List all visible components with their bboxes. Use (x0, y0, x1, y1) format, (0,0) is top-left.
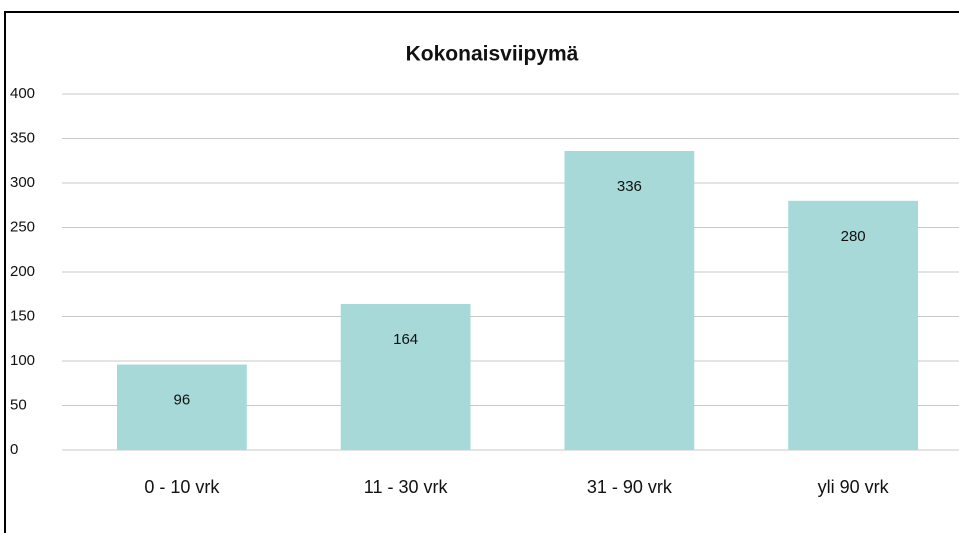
y-tick-label: 350 (10, 129, 35, 146)
data-label: 164 (393, 331, 418, 348)
data-label: 336 (617, 178, 642, 195)
x-tick-label: 11 - 30 vrk (364, 477, 449, 497)
bar (788, 200, 919, 450)
y-tick-label: 0 (10, 441, 18, 458)
bar (564, 150, 695, 450)
y-tick-label: 400 (10, 85, 35, 102)
y-tick-label: 200 (10, 263, 35, 280)
bar (116, 364, 247, 450)
data-label: 96 (174, 392, 191, 409)
x-tick-label: yli 90 vrk (818, 477, 890, 497)
x-tick-label: 0 - 10 vrk (144, 477, 220, 497)
data-label: 280 (841, 228, 866, 245)
x-tick-label: 31 - 90 vrk (587, 477, 673, 497)
chart-title: Kokonaisviipymä (406, 43, 579, 66)
y-tick-label: 300 (10, 174, 35, 191)
bar (340, 304, 471, 450)
y-tick-label: 100 (10, 352, 35, 369)
y-tick-label: 250 (10, 218, 35, 235)
y-tick-label: 150 (10, 307, 35, 324)
y-tick-label: 50 (10, 396, 27, 413)
